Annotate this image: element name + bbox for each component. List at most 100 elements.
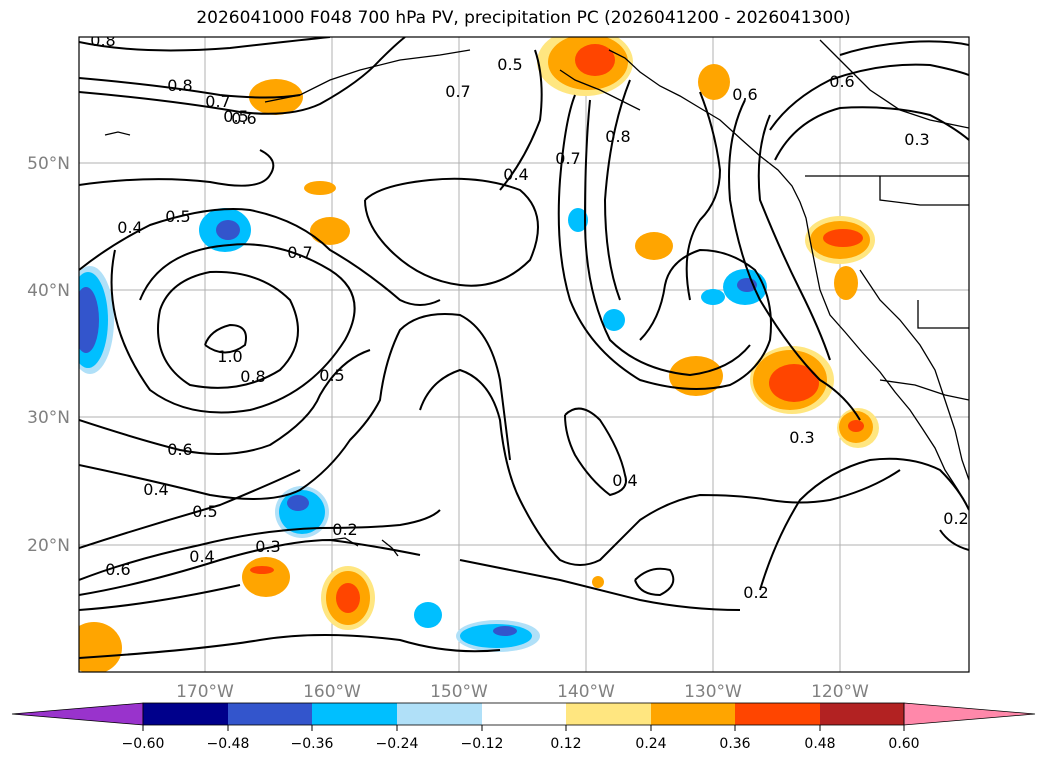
precip-positive-area — [310, 217, 350, 245]
precip-negative-area — [414, 602, 442, 628]
precip-positive-area — [575, 44, 615, 76]
contour-label: 0.4 — [612, 471, 637, 490]
contour-label: 0.6 — [167, 440, 192, 459]
contour-label: 0.8 — [605, 127, 630, 146]
precip-negative-area — [79, 287, 99, 353]
precip-positive-area — [834, 266, 858, 300]
contour-label: 0.4 — [189, 547, 214, 566]
colorbar-segment — [566, 703, 651, 725]
colorbar-tick-label: 0.60 — [888, 736, 919, 752]
colorbar-segment — [651, 703, 735, 725]
precip-positive-area — [250, 566, 274, 574]
contour-label: 0.2 — [332, 520, 357, 539]
precip-negative-area — [493, 626, 517, 636]
pv-contour-line — [364, 177, 539, 287]
colorbar: −0.60 −0.48 −0.36 −0.24 −0.12 0.12 0.24 … — [11, 702, 1036, 752]
lon-label: 130°W — [684, 682, 742, 702]
precip-negative-area — [603, 309, 625, 331]
precip-positive-area — [304, 181, 336, 195]
pv-contour-line — [583, 99, 751, 377]
contour-label: 0.6 — [105, 560, 130, 579]
pv-contour-line — [79, 584, 241, 611]
contour-labels: 0.8 0.8 0.7 0.6 0.5 0.7 0.6 0.8 0.6 0.3 … — [90, 31, 968, 602]
pv-contour-line — [79, 349, 371, 455]
map-frame — [78, 36, 970, 673]
contour-label: 0.5 — [165, 207, 190, 226]
contour-label: 0.8 — [90, 31, 115, 50]
contour-label: 0.8 — [240, 367, 265, 386]
contour-label: 0.3 — [255, 537, 280, 556]
colorbar-tick-label: 0.12 — [550, 736, 581, 752]
colorbar-tick-label: 0.48 — [804, 736, 835, 752]
lat-label: 30°N — [27, 408, 70, 428]
precip-negative-area — [287, 495, 309, 511]
precip-positive-area — [592, 576, 604, 588]
colorbar-extend-high — [903, 702, 1036, 726]
precip-negative-area — [701, 289, 725, 305]
precip-fill-areas — [79, 37, 879, 672]
pv-contour-line — [603, 79, 631, 301]
pv-contour-line — [79, 208, 441, 306]
contour-label: 0.7 — [555, 149, 580, 168]
pv-contour-line — [79, 149, 275, 187]
lat-label: 40°N — [27, 281, 70, 301]
colorbar-segment — [820, 703, 904, 725]
pv-contour-line — [79, 313, 511, 500]
contour-label: 0.4 — [117, 218, 142, 237]
lon-label: 160°W — [303, 682, 361, 702]
colorbar-tick-label: −0.60 — [122, 736, 165, 752]
contour-label: 0.6 — [231, 109, 256, 128]
lat-label: 50°N — [27, 154, 70, 174]
colorbar-tick-label: −0.36 — [291, 736, 334, 752]
lon-label: 170°W — [176, 682, 234, 702]
pv-contour-line — [204, 323, 247, 354]
lon-label: 140°W — [557, 682, 615, 702]
contour-label: 0.5 — [497, 55, 522, 74]
pv-contour-line — [157, 270, 299, 389]
latitude-labels: 50°N 40°N 30°N 20°N — [27, 154, 70, 556]
contour-label: 0.2 — [943, 509, 968, 528]
precip-positive-area — [635, 232, 673, 260]
colorbar-tick-label: 0.36 — [719, 736, 750, 752]
gridlines — [79, 37, 969, 672]
colorbar-segment — [482, 703, 566, 725]
precip-positive-area — [669, 356, 723, 396]
precip-positive-area — [848, 420, 864, 432]
precip-negative-area — [460, 624, 532, 648]
contour-label: 0.4 — [503, 165, 528, 184]
contour-label: 0.2 — [743, 583, 768, 602]
precip-negative-area — [216, 220, 240, 240]
lon-label: 120°W — [811, 682, 869, 702]
pv-contour-line — [757, 114, 831, 361]
pv-contour-line — [564, 407, 627, 497]
contour-label: 0.6 — [829, 72, 854, 91]
pv-contour-line — [839, 40, 969, 56]
contour-label: 0.5 — [319, 366, 344, 385]
contour-label: 0.6 — [732, 85, 757, 104]
colorbar-segment — [735, 703, 820, 725]
pv-contour-line — [79, 538, 421, 596]
colorbar-extend-low — [11, 702, 144, 726]
pv-contour-line — [759, 457, 969, 591]
pv-contour-line — [79, 37, 406, 115]
precip-positive-area — [698, 64, 730, 100]
contour-label: 1.0 — [217, 347, 242, 366]
pv-contour-line — [79, 509, 441, 581]
contour-label: 0.5 — [192, 502, 217, 521]
contour-label: 0.3 — [789, 428, 814, 447]
coastlines — [104, 39, 969, 557]
colorbar-tick-label: −0.24 — [376, 736, 419, 752]
pv-contour-line — [685, 91, 722, 301]
colorbar-segment — [228, 703, 312, 725]
precip-positive-area — [823, 229, 863, 247]
colorbar-tick-label: −0.48 — [207, 736, 250, 752]
pv-contour-line — [459, 559, 741, 611]
pv-contour-line — [79, 634, 501, 659]
contour-label: 0.5 — [223, 107, 248, 126]
contour-label: 0.4 — [143, 480, 168, 499]
pv-contour-line — [769, 63, 969, 131]
contour-label: 0.8 — [167, 76, 192, 95]
pv-contour-line — [728, 99, 861, 421]
longitude-labels: 170°W 160°W 150°W 140°W 130°W 120°W — [176, 682, 869, 702]
colorbar-tick-label: 0.24 — [635, 736, 666, 752]
